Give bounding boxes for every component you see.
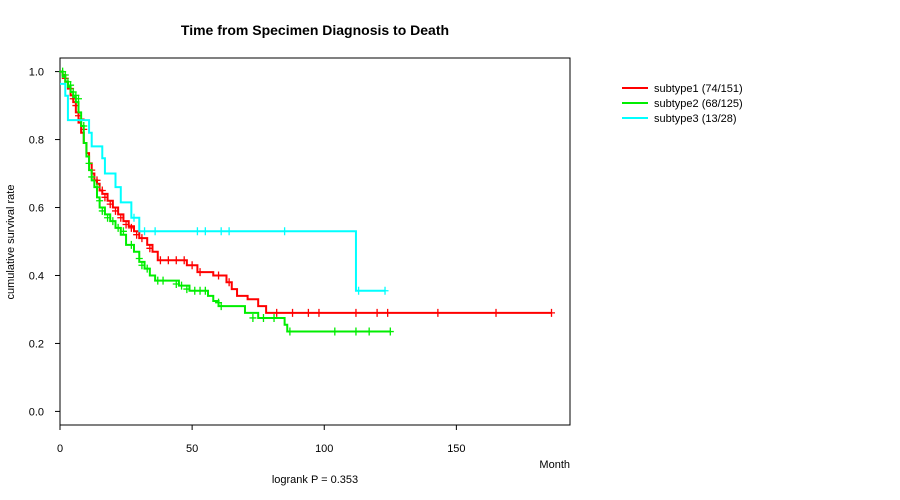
x-tick-label: 150: [447, 443, 465, 455]
censor-mark: [331, 327, 339, 336]
series-layer: [59, 67, 556, 336]
censor-mark: [355, 286, 363, 295]
legend-label: subtype3 (13/28): [654, 113, 737, 125]
censor-mark: [133, 230, 141, 239]
censor-mark: [548, 308, 556, 317]
censor-mark: [141, 227, 149, 236]
censor-mark: [249, 313, 257, 322]
censor-mark: [183, 285, 191, 294]
censor-mark: [178, 281, 186, 290]
censor-mark: [273, 308, 281, 317]
censor-mark: [156, 256, 164, 265]
censor-mark: [172, 256, 180, 265]
censor-mark: [109, 217, 117, 226]
censor-mark: [111, 206, 119, 215]
censor-mark: [289, 308, 297, 317]
censor-mark: [164, 256, 172, 265]
censor-mark: [151, 227, 159, 236]
censor-mark: [492, 308, 500, 317]
censor-mark: [188, 261, 196, 270]
censor-mark: [225, 227, 233, 236]
censor-mark: [119, 227, 127, 236]
censor-mark: [386, 327, 394, 336]
y-tick-label: 0.6: [29, 203, 44, 215]
censor-mark: [114, 223, 122, 232]
censor-mark: [286, 327, 294, 336]
censor-mark: [281, 227, 289, 236]
censor-mark: [352, 327, 360, 336]
censor-mark: [106, 200, 114, 209]
censor-mark: [172, 279, 180, 288]
legend: subtype1 (74/151) subtype2 (68/125) subtyp…: [622, 83, 743, 125]
censor-mark: [159, 276, 167, 285]
censor-mark: [61, 70, 69, 79]
censor-mark: [85, 159, 93, 168]
censor-mark: [130, 213, 138, 222]
censor-mark: [215, 271, 223, 280]
survival-curve: [60, 70, 552, 314]
censor-mark: [384, 308, 392, 317]
censor-mark: [365, 327, 373, 336]
censor-mark: [98, 206, 106, 215]
censor-mark: [127, 223, 135, 232]
censor-mark: [138, 261, 146, 270]
censor-mark: [67, 81, 75, 90]
x-axis: 0 50 100 150: [57, 425, 466, 455]
series-3: [60, 82, 389, 295]
censor-mark: [304, 308, 312, 317]
censor-mark: [88, 172, 96, 181]
x-axis-label: Month: [539, 459, 570, 471]
censor-mark: [270, 313, 278, 322]
plot-frame: [59, 57, 571, 426]
censor-mark: [143, 264, 151, 273]
censor-mark: [217, 302, 225, 311]
series-1: [60, 70, 556, 317]
censor-mark: [101, 193, 109, 202]
legend-label: subtype2 (68/125): [654, 98, 743, 110]
censor-mark: [434, 308, 442, 317]
censor-mark: [117, 213, 125, 222]
censor-mark: [74, 94, 82, 103]
series-2: [59, 67, 394, 336]
logrank-annotation: logrank P = 0.353: [272, 474, 358, 486]
y-tick-label: 1.0: [29, 67, 44, 79]
y-tick-label: 0.4: [29, 270, 44, 282]
censor-mark: [201, 227, 209, 236]
censor-mark: [138, 234, 146, 243]
chart-title: Time from Specimen Diagnosis to Death: [181, 22, 449, 38]
censor-mark: [127, 240, 135, 249]
censor-mark: [201, 286, 209, 295]
censor-mark: [352, 308, 360, 317]
censor-mark: [225, 278, 233, 287]
censor-mark: [259, 313, 267, 322]
legend-label: subtype1 (74/151): [654, 83, 743, 95]
censor-mark: [122, 220, 130, 229]
censor-mark: [315, 308, 323, 317]
censor-mark: [373, 308, 381, 317]
censor-mark: [180, 256, 188, 265]
censor-mark: [217, 227, 225, 236]
y-axis: 0.0 0.2 0.4 0.6 0.8 1.0: [29, 67, 60, 418]
censor-mark: [135, 254, 143, 263]
y-axis-label: cumulative survival rate: [5, 185, 17, 300]
x-tick-label: 100: [315, 443, 333, 455]
censor-mark: [93, 183, 101, 192]
censor-mark: [98, 186, 106, 195]
censor-mark: [104, 213, 112, 222]
censor-mark: [80, 121, 88, 130]
censor-mark: [196, 268, 204, 277]
x-tick-label: 0: [57, 443, 63, 455]
censor-mark: [381, 286, 389, 295]
y-tick-label: 0.2: [29, 338, 44, 350]
censor-mark: [193, 227, 201, 236]
censor-mark: [146, 244, 154, 253]
x-tick-label: 50: [186, 443, 198, 455]
y-tick-label: 0.8: [29, 135, 44, 147]
y-tick-label: 0.0: [29, 406, 44, 418]
censor-mark: [96, 196, 104, 205]
survival-curve: [60, 82, 386, 292]
